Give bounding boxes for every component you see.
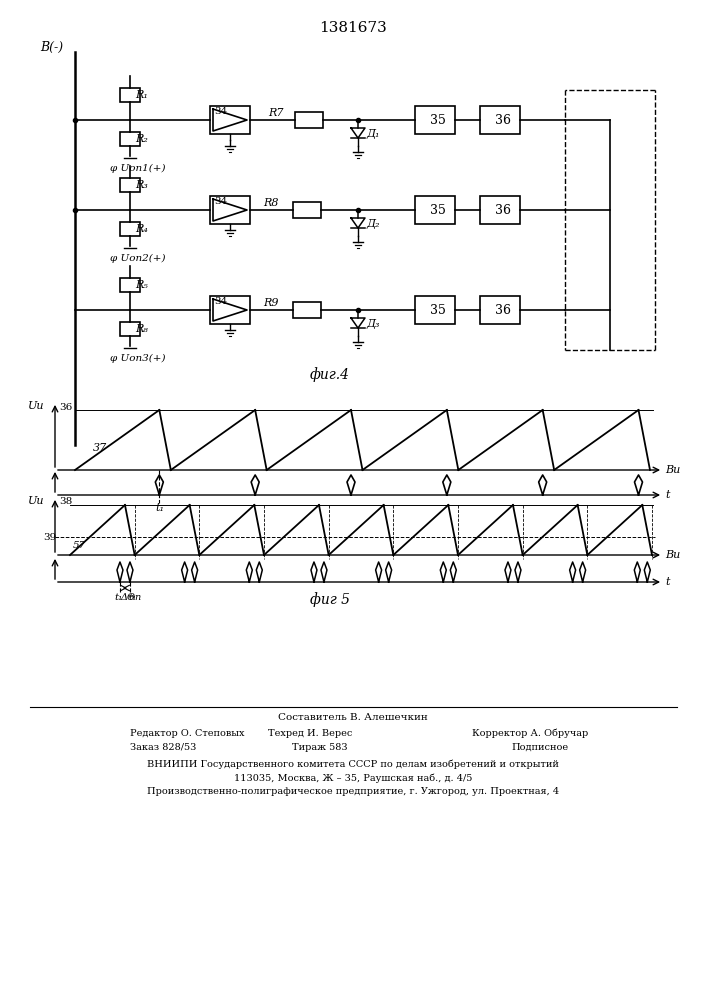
Bar <box>120 322 140 336</box>
Text: 34: 34 <box>214 196 227 206</box>
Text: t₁: t₁ <box>128 592 136 601</box>
Text: Д₃: Д₃ <box>366 319 380 329</box>
Text: R₅: R₅ <box>135 280 148 290</box>
Text: 34: 34 <box>214 106 227 115</box>
Text: 35: 35 <box>430 204 446 217</box>
Text: Составитель В. Алешечкин: Составитель В. Алешечкин <box>278 714 428 722</box>
Text: 36: 36 <box>495 113 511 126</box>
Bar <box>120 222 140 236</box>
Text: В(-): В(-) <box>40 40 63 53</box>
Text: Д₁: Д₁ <box>366 129 380 139</box>
Bar <box>120 178 140 192</box>
Bar <box>293 202 321 218</box>
Text: R9: R9 <box>263 298 279 308</box>
Text: 36: 36 <box>59 402 72 412</box>
Text: 57: 57 <box>73 540 86 550</box>
Text: Bи: Bи <box>665 465 680 475</box>
Bar <box>293 302 321 318</box>
Bar <box>210 296 250 324</box>
Text: Заказ 828/53: Заказ 828/53 <box>130 742 197 752</box>
Text: φ Uоп3(+): φ Uоп3(+) <box>110 353 165 363</box>
Text: Производственно-полиграфическое предприятие, г. Ужгород, ул. Проектная, 4: Производственно-полиграфическое предприя… <box>147 788 559 796</box>
Text: 36: 36 <box>495 204 511 217</box>
Text: Uи: Uи <box>28 496 45 506</box>
Text: 1381673: 1381673 <box>319 21 387 35</box>
Text: R₁: R₁ <box>135 90 148 100</box>
Bar <box>210 196 250 224</box>
Bar <box>120 132 140 146</box>
Text: 38: 38 <box>59 497 72 506</box>
Text: t: t <box>665 490 670 500</box>
Text: Д₂: Д₂ <box>366 219 380 229</box>
Bar <box>480 196 520 224</box>
Text: Редактор О. Степовых: Редактор О. Степовых <box>130 728 245 738</box>
Text: t: t <box>665 577 670 587</box>
Bar <box>120 88 140 102</box>
Text: Подписное: Подписное <box>511 742 568 752</box>
Text: Uи: Uи <box>28 401 45 411</box>
Text: 113035, Москва, Ж – 35, Раушская наб., д. 4/5: 113035, Москва, Ж – 35, Раушская наб., д… <box>234 773 472 783</box>
Text: ΔΘп: ΔΘп <box>120 593 141 602</box>
Text: 35: 35 <box>430 113 446 126</box>
Text: 39: 39 <box>43 532 57 542</box>
Bar <box>120 278 140 292</box>
Text: φ Uоп2(+): φ Uоп2(+) <box>110 253 165 263</box>
Text: фиг.4: фиг.4 <box>310 368 350 382</box>
Text: 37: 37 <box>93 443 107 453</box>
Bar <box>415 106 455 134</box>
Text: R7: R7 <box>268 108 284 118</box>
Bar <box>480 106 520 134</box>
Text: ВНИИПИ Государственного комитета СССР по делам изобретений и открытий: ВНИИПИ Государственного комитета СССР по… <box>147 759 559 769</box>
Text: Корректор А. Обручар: Корректор А. Обручар <box>472 728 588 738</box>
Text: R₃: R₃ <box>135 180 148 190</box>
Text: 35: 35 <box>430 304 446 316</box>
Bar <box>480 296 520 324</box>
Bar <box>210 106 250 134</box>
Text: R₈: R₈ <box>135 324 148 334</box>
Bar <box>295 112 323 128</box>
Text: фиг 5: фиг 5 <box>310 593 350 607</box>
Bar <box>415 196 455 224</box>
Text: Bи: Bи <box>665 550 680 560</box>
Text: R₂: R₂ <box>135 134 148 144</box>
Text: R8: R8 <box>263 198 279 208</box>
Text: t₁: t₁ <box>156 503 164 513</box>
Text: Тираж 583: Тираж 583 <box>292 742 348 752</box>
Text: t₁: t₁ <box>114 592 122 601</box>
Text: φ Uоп1(+): φ Uоп1(+) <box>110 163 165 173</box>
Bar <box>415 296 455 324</box>
Text: 34: 34 <box>214 296 227 306</box>
Text: 36: 36 <box>495 304 511 316</box>
Text: R₄: R₄ <box>135 224 148 234</box>
Text: Техред И. Верес: Техред И. Верес <box>268 728 352 738</box>
